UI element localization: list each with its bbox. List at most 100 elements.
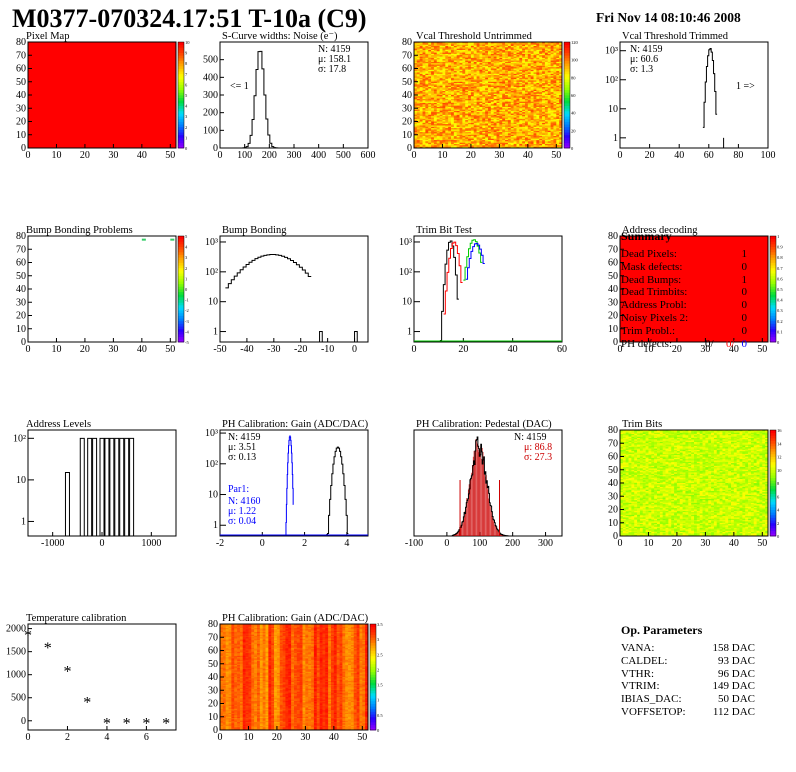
heatmap-cell xyxy=(465,105,469,108)
heatmap-cell xyxy=(445,55,449,57)
heatmap-cell xyxy=(485,98,489,101)
heatmap-cell xyxy=(473,49,477,52)
heatmap-cell xyxy=(519,87,523,89)
heatmap-cell xyxy=(439,81,443,84)
heatmap-cell xyxy=(553,145,557,147)
heatmap-cell xyxy=(510,144,514,146)
heatmap-cell xyxy=(505,144,509,146)
heatmap-cell xyxy=(499,45,503,48)
heatmap-cell xyxy=(536,83,540,85)
heatmap-cell xyxy=(476,67,480,69)
heatmap-cell xyxy=(499,68,503,71)
heatmap-cell xyxy=(482,52,486,55)
heatmap-cell xyxy=(513,134,517,137)
heatmap-cell xyxy=(620,465,624,468)
heatmap-cell xyxy=(502,68,506,71)
heatmap-cell xyxy=(451,79,455,81)
heatmap-cell xyxy=(470,142,475,145)
heatmap-cell xyxy=(459,138,463,141)
heatmap-cell xyxy=(442,102,446,105)
heatmap-cell xyxy=(451,92,455,94)
heatmap-cell xyxy=(625,473,629,476)
heatmap-cell xyxy=(502,56,506,59)
heatmap-cell xyxy=(522,68,526,71)
heatmap-cell xyxy=(448,59,452,61)
heatmap-cell xyxy=(419,91,423,93)
heatmap-cell xyxy=(502,120,506,122)
heatmap-cell xyxy=(556,80,560,83)
heatmap-cell xyxy=(448,102,452,105)
heatmap-cell xyxy=(414,124,418,126)
heatmap-cell xyxy=(505,69,509,72)
heatmap-cell xyxy=(536,106,540,109)
heatmap-cell xyxy=(547,102,551,105)
heatmap-cell xyxy=(453,137,457,140)
heatmap-cell xyxy=(428,120,432,122)
heatmap-cell xyxy=(507,145,512,147)
heatmap-cell xyxy=(625,520,629,522)
heatmap-cell xyxy=(625,444,629,447)
heatmap-cell xyxy=(536,118,540,121)
heatmap-cell xyxy=(439,105,443,108)
heatmap-cell xyxy=(490,85,494,88)
heatmap-cell xyxy=(547,76,551,79)
heatmap-cell xyxy=(436,76,440,79)
heatmap-cell xyxy=(453,105,457,108)
heatmap-cell xyxy=(433,59,438,61)
heatmap-cell xyxy=(482,134,486,137)
heatmap-cell xyxy=(453,81,457,84)
heatmap-cell xyxy=(539,142,543,145)
heatmap-cell xyxy=(513,88,517,91)
heatmap-cell xyxy=(496,101,500,104)
heatmap-cell xyxy=(620,441,624,444)
heatmap-cell xyxy=(530,146,534,149)
heatmap-cell xyxy=(559,42,563,44)
heatmap-cell xyxy=(451,85,455,88)
heatmap-cell xyxy=(465,95,469,97)
heatmap-cell xyxy=(550,68,554,71)
stat-text: N: 4159 xyxy=(630,44,663,55)
heatmap-cell xyxy=(445,98,449,101)
heatmap-cell xyxy=(465,44,469,47)
x-tick-label: 600 xyxy=(361,150,376,161)
heatmap-cell xyxy=(513,97,517,100)
colorbar-segment xyxy=(178,257,184,261)
heatmap-cell xyxy=(476,96,480,98)
heatmap-cell xyxy=(470,145,475,147)
heatmap-cell xyxy=(476,42,480,44)
heatmap-cell xyxy=(505,142,509,145)
heatmap-cell xyxy=(414,83,418,85)
heatmap-cell xyxy=(479,59,483,61)
heatmap-cell xyxy=(470,133,475,136)
colorbar-label: -3 xyxy=(185,319,189,324)
heatmap-cell xyxy=(527,56,531,59)
heatmap-cell xyxy=(482,56,486,59)
heatmap-cell xyxy=(505,64,509,67)
heatmap-cell xyxy=(468,42,472,44)
y-tick-label: 1 xyxy=(213,327,218,338)
heatmap-cell xyxy=(559,92,563,94)
heatmap-cells xyxy=(620,236,768,342)
heatmap-cell xyxy=(459,133,463,136)
heatmap-cell xyxy=(448,125,452,128)
heatmap-cell xyxy=(451,61,455,64)
heatmap-cell xyxy=(479,47,483,49)
heatmap-cell xyxy=(530,57,534,60)
heatmap-cell xyxy=(625,439,629,441)
heatmap-cell xyxy=(493,88,497,91)
heatmap-cell xyxy=(516,110,520,113)
heatmap-cell xyxy=(559,113,563,116)
heatmap-cell xyxy=(445,49,449,52)
heatmap-cell xyxy=(448,110,452,113)
heatmap-cell xyxy=(505,128,509,130)
heatmap-cell xyxy=(470,97,475,100)
heatmap-cell xyxy=(465,120,469,122)
heatmap-cell xyxy=(559,129,563,132)
heatmap-cell xyxy=(516,142,520,145)
heatmap-cell xyxy=(539,132,543,134)
heatmap-cell xyxy=(625,497,629,500)
heatmap-cell xyxy=(425,44,429,47)
heatmap-cell xyxy=(620,489,624,492)
heatmap-cell xyxy=(436,92,440,94)
heatmap-cell xyxy=(625,530,629,533)
